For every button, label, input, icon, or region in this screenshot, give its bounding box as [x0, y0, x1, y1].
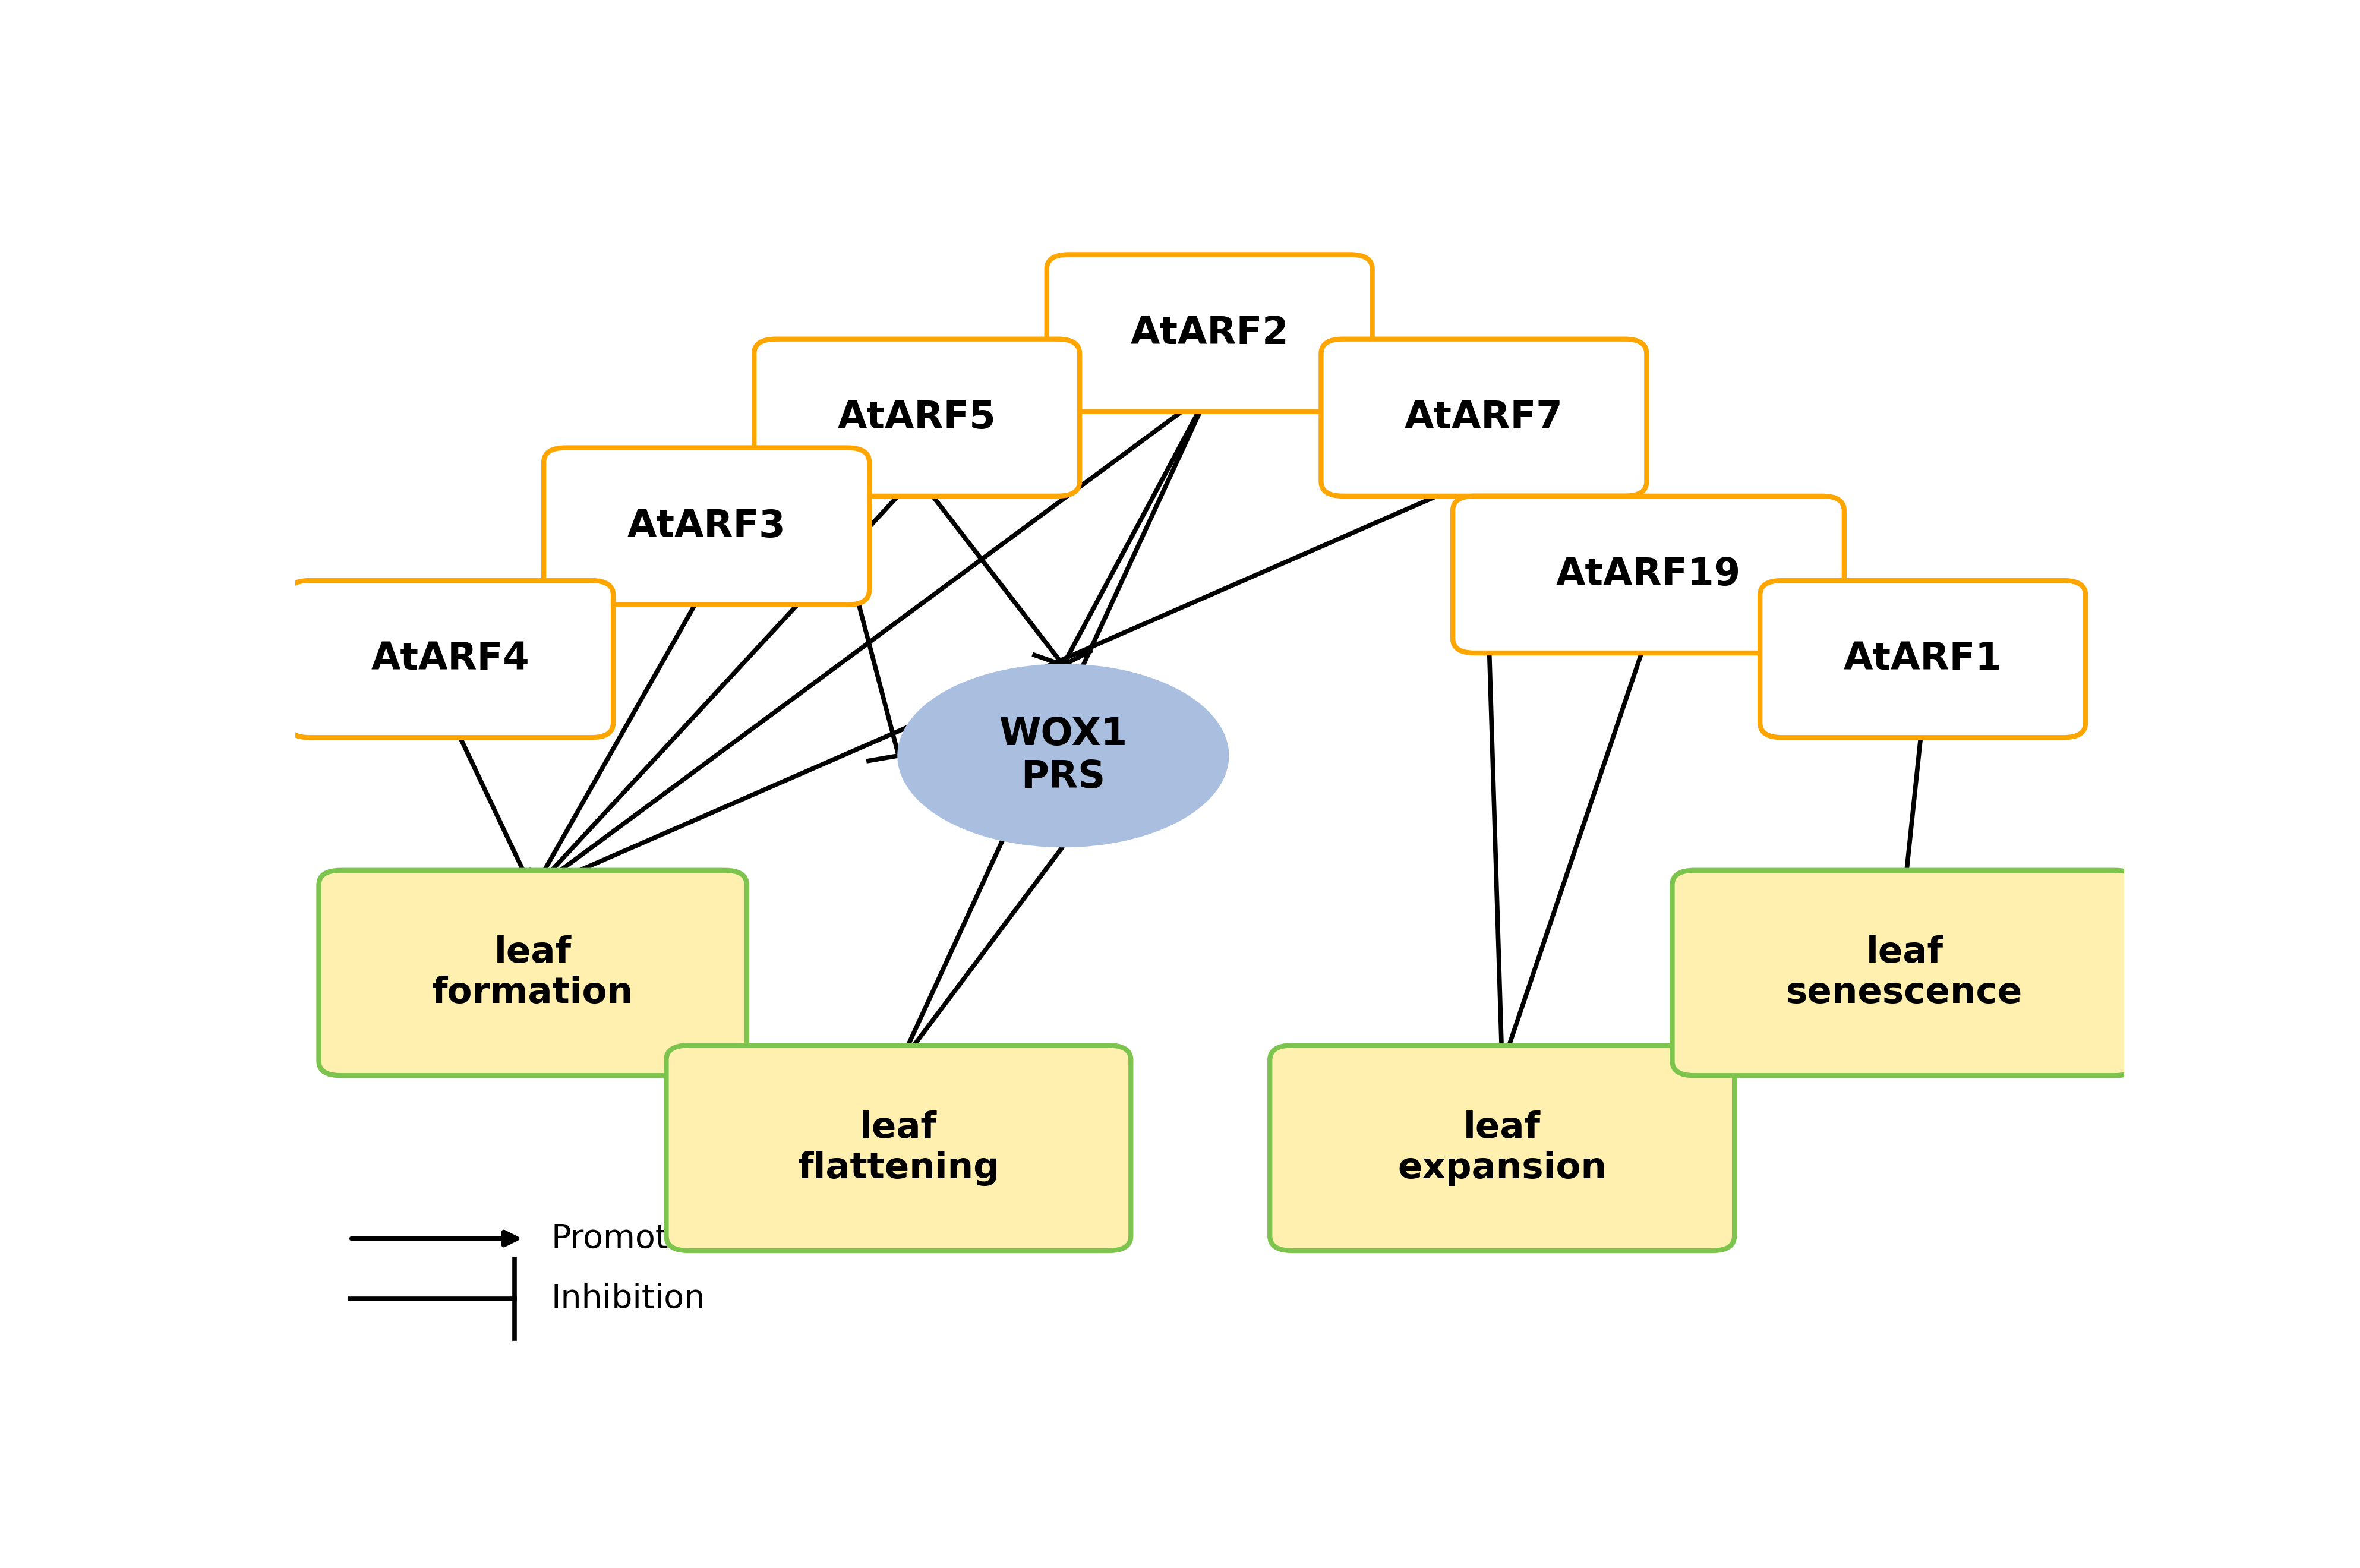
- FancyBboxPatch shape: [1270, 1046, 1735, 1251]
- Text: Inhibition: Inhibition: [550, 1283, 706, 1316]
- FancyBboxPatch shape: [288, 580, 614, 737]
- Text: Promotion: Promotion: [550, 1223, 720, 1254]
- FancyBboxPatch shape: [666, 1046, 1130, 1251]
- FancyBboxPatch shape: [319, 870, 746, 1076]
- Text: leaf
expansion: leaf expansion: [1397, 1110, 1607, 1185]
- Text: leaf
formation: leaf formation: [432, 935, 632, 1011]
- FancyBboxPatch shape: [1673, 870, 2136, 1076]
- Text: AtARF5: AtARF5: [838, 400, 996, 436]
- Text: leaf
flattening: leaf flattening: [798, 1110, 1001, 1185]
- FancyBboxPatch shape: [1761, 580, 2086, 737]
- FancyBboxPatch shape: [1454, 495, 1843, 652]
- Text: leaf
senescence: leaf senescence: [1787, 935, 2023, 1011]
- Text: AtARF4: AtARF4: [371, 641, 529, 677]
- Ellipse shape: [899, 665, 1227, 847]
- Text: AtARF7: AtARF7: [1404, 400, 1562, 436]
- Text: AtARF2: AtARF2: [1130, 315, 1289, 351]
- FancyBboxPatch shape: [543, 448, 868, 605]
- FancyBboxPatch shape: [755, 339, 1079, 495]
- Text: AtARF3: AtARF3: [628, 508, 786, 544]
- FancyBboxPatch shape: [1048, 254, 1371, 411]
- FancyBboxPatch shape: [1322, 339, 1647, 495]
- Text: WOX1
PRS: WOX1 PRS: [998, 717, 1128, 795]
- Text: AtARF1: AtARF1: [1843, 641, 2001, 677]
- Text: AtARF19: AtARF19: [1555, 557, 1742, 593]
